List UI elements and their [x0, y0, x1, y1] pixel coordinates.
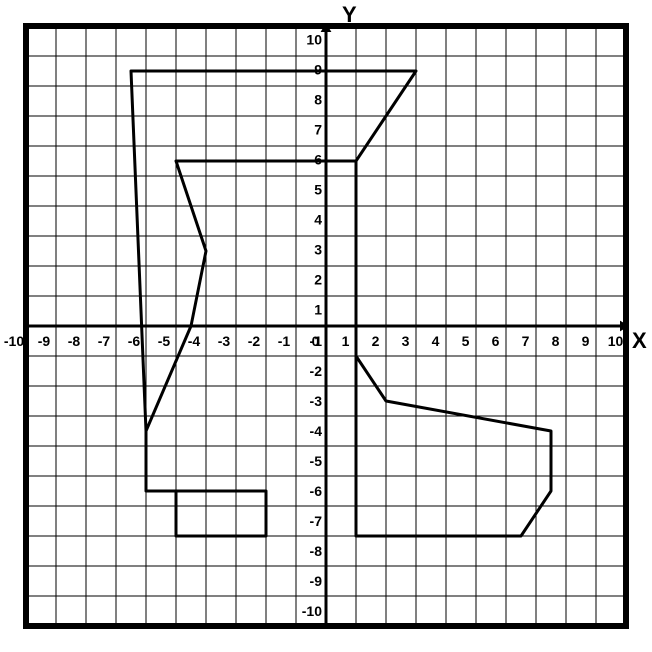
- y-tick-label: -10: [302, 603, 322, 619]
- y-tick-label: -2: [310, 363, 323, 379]
- coordinate-grid: Y X -10 -9 -8 -7 -6 -5 -4 -3 -2 -10 1 2 3 4 5 6 7 8 9 10 1 2 3 4 5…: [0, 0, 652, 652]
- x-axis-label: X: [632, 328, 647, 353]
- y-tick-label: 1: [314, 302, 322, 318]
- x-tick-label: 5: [462, 333, 470, 349]
- y-tick-label: 5: [314, 182, 322, 198]
- y-tick-label: -1: [310, 333, 323, 349]
- y-tick-label: 7: [314, 122, 322, 138]
- x-tick-label: 8: [552, 333, 560, 349]
- y-tick-label: -8: [310, 543, 323, 559]
- y-tick-label: -7: [310, 513, 323, 529]
- x-tick-label: -2: [248, 333, 261, 349]
- x-tick-label: 9: [582, 333, 590, 349]
- y-axis-label: Y: [342, 2, 357, 27]
- y-tick-label: 4: [314, 212, 322, 228]
- x-tick-label: -10: [4, 333, 24, 349]
- x-tick-label: -5: [158, 333, 171, 349]
- x-tick-label: -7: [98, 333, 111, 349]
- x-tick-label: 3: [402, 333, 410, 349]
- x-tick-label: -6: [128, 333, 141, 349]
- x-tick-label: -8: [68, 333, 81, 349]
- x-tick-label: 7: [522, 333, 530, 349]
- y-tick-label: 10: [306, 32, 322, 48]
- y-tick-label: -4: [310, 423, 323, 439]
- x-tick-label: -9: [38, 333, 51, 349]
- y-tick-label: -5: [310, 453, 323, 469]
- y-tick-label: 8: [314, 92, 322, 108]
- y-tick-label: -3: [310, 393, 323, 409]
- x-tick-label: -3: [218, 333, 231, 349]
- y-tick-label: 3: [314, 242, 322, 258]
- y-tick-label: -6: [310, 483, 323, 499]
- x-tick-label: -4: [188, 333, 201, 349]
- y-tick-label: -9: [310, 573, 323, 589]
- x-tick-label: -1: [278, 333, 291, 349]
- x-tick-label: 6: [492, 333, 500, 349]
- x-tick-label: 2: [372, 333, 380, 349]
- x-tick-label: 10: [608, 333, 624, 349]
- x-tick-label: 4: [432, 333, 440, 349]
- x-tick-label: 1: [342, 333, 350, 349]
- y-tick-label: 2: [314, 272, 322, 288]
